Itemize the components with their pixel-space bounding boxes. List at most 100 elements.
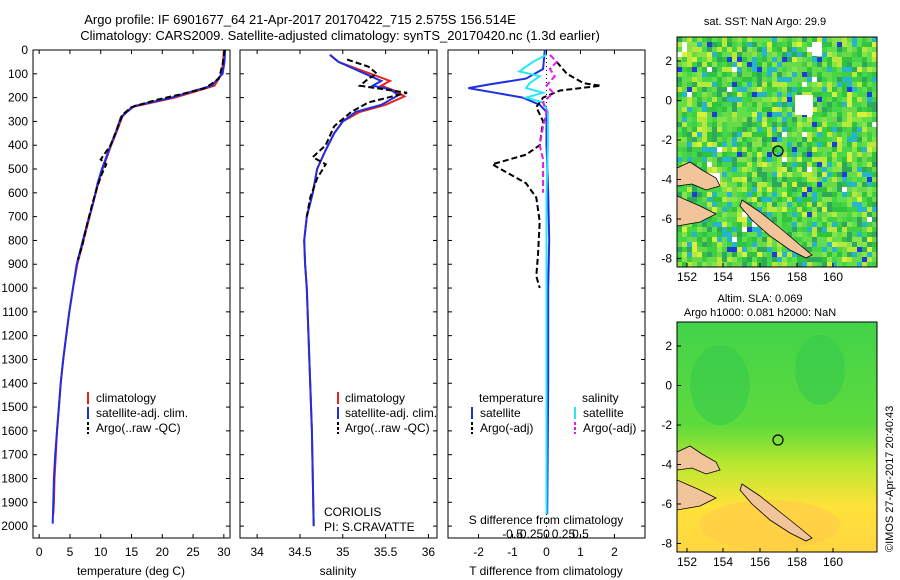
sst-cell <box>852 227 857 232</box>
sst-cell <box>822 62 827 67</box>
sst-cell <box>772 177 777 182</box>
sst-cell <box>752 112 757 117</box>
sst-cell <box>737 77 742 82</box>
sst-cell <box>817 187 822 192</box>
sst-cell <box>697 102 702 107</box>
sst-cell <box>807 207 812 212</box>
sst-cell <box>837 257 842 262</box>
sst-cell <box>782 107 787 112</box>
sst-cell <box>707 137 712 142</box>
sst-cell <box>787 147 792 152</box>
sst-cell <box>842 102 847 107</box>
sst-cell <box>857 37 862 42</box>
sst-cell <box>862 102 867 107</box>
sst-cell <box>827 162 832 167</box>
sst-cell <box>767 172 772 177</box>
sst-cell <box>722 72 727 77</box>
sst-cell <box>677 57 682 62</box>
sst-cell <box>702 147 707 152</box>
temperature-x-label: temperature (deg C) <box>77 564 185 578</box>
sst-cell <box>752 97 757 102</box>
sst-cell <box>742 227 747 232</box>
sst-cell <box>717 67 722 72</box>
sst-cell <box>837 172 842 177</box>
x-tick-label: 36 <box>422 545 436 559</box>
sst-cell <box>757 122 762 127</box>
sst-cell <box>777 217 782 222</box>
sst-cell <box>782 167 787 172</box>
sst-cell <box>797 222 802 227</box>
sst-cell <box>757 87 762 92</box>
sst-cell <box>842 157 847 162</box>
sst-cell <box>872 187 877 192</box>
sst-cell <box>742 187 747 192</box>
sst-cell <box>817 97 822 102</box>
sst-cell <box>837 242 842 247</box>
sst-cell <box>842 67 847 72</box>
sst-cell <box>787 92 792 97</box>
sst-cell <box>867 237 872 242</box>
sst-cell <box>732 192 737 197</box>
sst-cell <box>742 252 747 257</box>
sst-cell <box>747 92 752 97</box>
sst-cell <box>802 182 807 187</box>
sst-cell <box>802 82 807 87</box>
salinity-series <box>303 54 408 527</box>
sst-cell <box>737 107 742 112</box>
sst-cell <box>682 112 687 117</box>
imos-watermark: ©IMOS 27-Apr-2017 20:40:43 <box>884 406 896 552</box>
sst-cell <box>837 192 842 197</box>
sst-cell <box>727 67 732 72</box>
sst-cell <box>842 117 847 122</box>
sst-cell <box>777 132 782 137</box>
sst-cell <box>762 37 767 42</box>
sst-cell <box>822 112 827 117</box>
sst-cell <box>737 222 742 227</box>
sst-cell <box>687 262 692 267</box>
sst-cell <box>732 67 737 72</box>
sst-cell <box>697 262 702 267</box>
sst-cell <box>732 157 737 162</box>
sst-cell <box>852 37 857 42</box>
sst-cell <box>707 237 712 242</box>
sst-cell <box>782 252 787 257</box>
sst-cell <box>812 152 817 157</box>
sst-cell <box>812 112 817 117</box>
sst-cell <box>727 167 732 172</box>
sst-cell <box>862 127 867 132</box>
sst-cell <box>727 202 732 207</box>
sst-cell <box>707 92 712 97</box>
sst-cell <box>752 117 757 122</box>
sst-cell <box>717 242 722 247</box>
sst-cell <box>782 182 787 187</box>
sst-cell <box>762 97 767 102</box>
sst-cell <box>682 67 687 72</box>
sst-cell <box>867 127 872 132</box>
sst-cell <box>847 77 852 82</box>
sst-cell <box>737 207 742 212</box>
sst-cell <box>682 92 687 97</box>
sst-cell <box>737 42 742 47</box>
sst-cell <box>737 117 742 122</box>
sst-cell <box>807 127 812 132</box>
sst-cell <box>837 82 842 87</box>
sst-cell <box>827 137 832 142</box>
sst-cell <box>757 182 762 187</box>
salinity-x-ticks: 34 34.5 35 35.5 36 <box>250 50 435 559</box>
sst-cell <box>842 152 847 157</box>
sst-cell <box>772 257 777 262</box>
sst-cell <box>682 262 687 267</box>
sst-cell <box>862 157 867 162</box>
sst-cell <box>692 107 697 112</box>
sst-cell <box>707 62 712 67</box>
sst-cell <box>732 57 737 62</box>
sst-cell <box>752 202 757 207</box>
sst-cell <box>707 197 712 202</box>
sst-cell <box>747 192 752 197</box>
sst-cell <box>787 177 792 182</box>
depth-tick-label: 1000 <box>1 281 28 295</box>
sst-cell <box>727 257 732 262</box>
sst-cell <box>727 182 732 187</box>
sst-cell <box>837 47 842 52</box>
